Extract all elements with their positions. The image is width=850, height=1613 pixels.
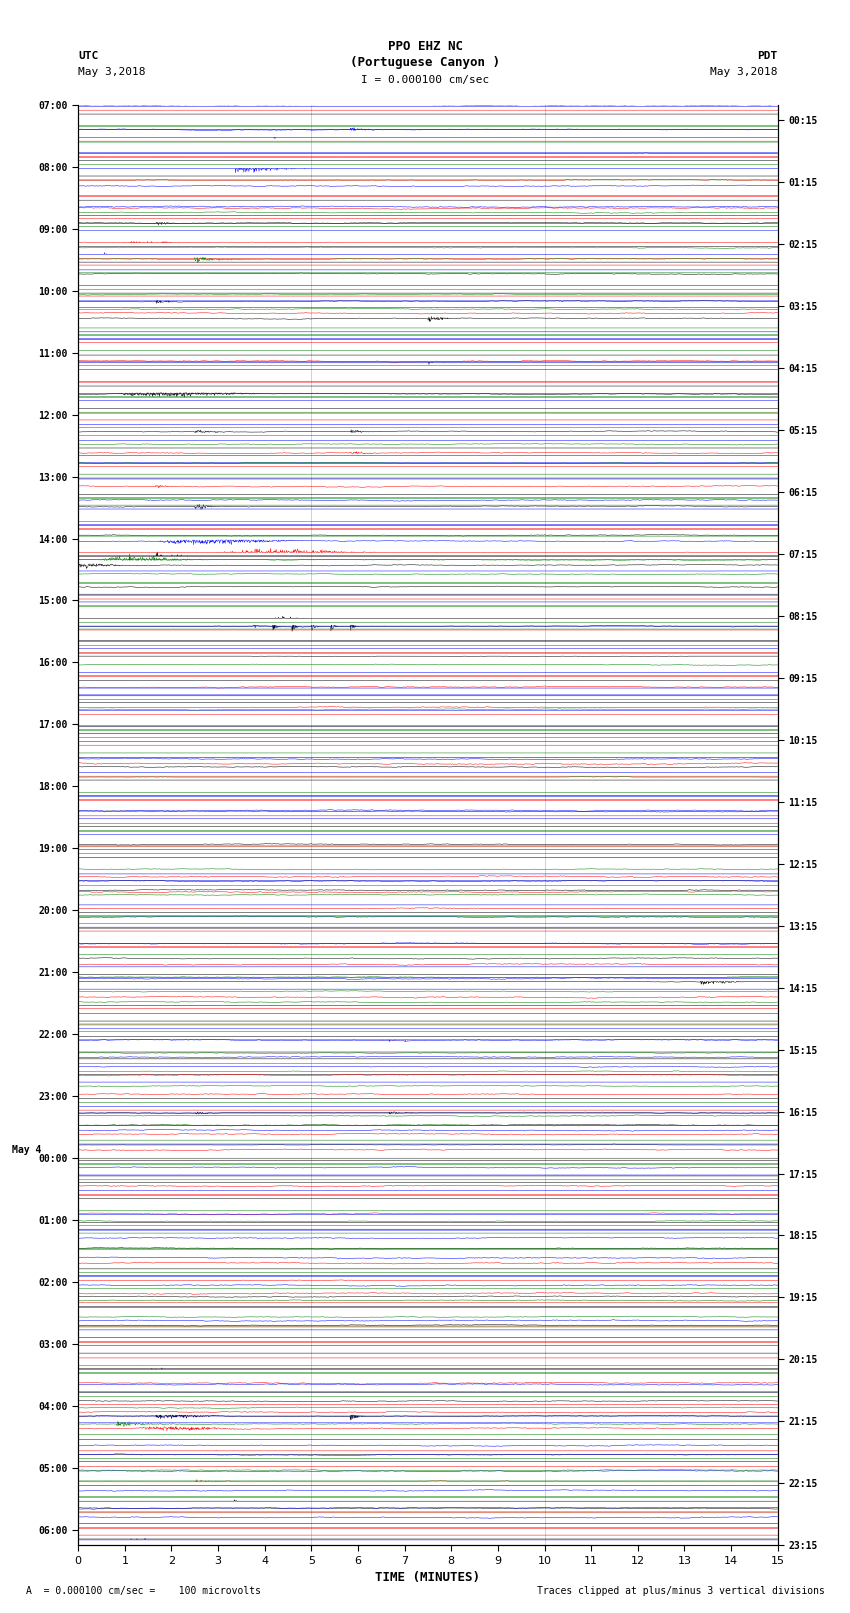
Text: (Portuguese Canyon ): (Portuguese Canyon ) xyxy=(350,56,500,69)
Text: A  = 0.000100 cm/sec =    100 microvolts: A = 0.000100 cm/sec = 100 microvolts xyxy=(26,1586,260,1595)
Text: PPO EHZ NC: PPO EHZ NC xyxy=(388,40,462,53)
X-axis label: TIME (MINUTES): TIME (MINUTES) xyxy=(376,1571,480,1584)
Text: I = 0.000100 cm/sec: I = 0.000100 cm/sec xyxy=(361,76,489,85)
Text: PDT: PDT xyxy=(757,52,778,61)
Text: UTC: UTC xyxy=(78,52,99,61)
Text: May 4: May 4 xyxy=(12,1145,41,1155)
Text: May 3,2018: May 3,2018 xyxy=(78,68,145,77)
Text: May 3,2018: May 3,2018 xyxy=(711,68,778,77)
Text: Traces clipped at plus/minus 3 vertical divisions: Traces clipped at plus/minus 3 vertical … xyxy=(536,1586,824,1595)
